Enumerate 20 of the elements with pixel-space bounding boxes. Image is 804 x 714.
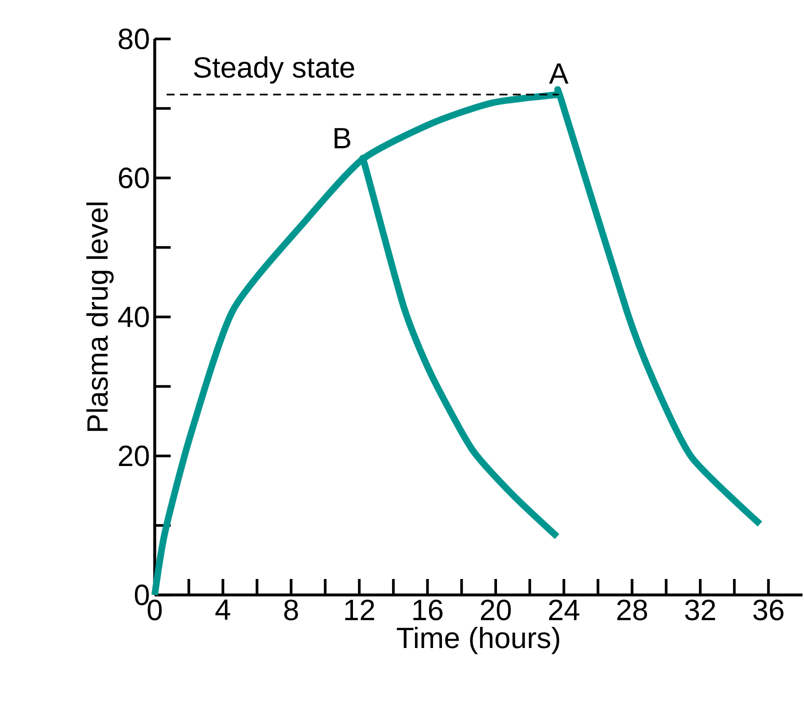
x-tick-label: 0 xyxy=(148,600,162,620)
y-tick-label: 20 xyxy=(118,446,149,466)
annotation: A xyxy=(549,64,568,84)
x-tick-label: 36 xyxy=(753,600,784,620)
x-tick-label: 28 xyxy=(617,600,648,620)
x-tick-label: 8 xyxy=(284,600,298,620)
x-tick-label: 24 xyxy=(549,600,580,620)
y-tick-label: 80 xyxy=(118,28,149,50)
x-axis-title: Time (hours) xyxy=(396,626,560,654)
x-tick-label: 32 xyxy=(685,600,716,620)
x-tick-label: 12 xyxy=(345,600,374,620)
y-tick-label: 40 xyxy=(118,306,149,328)
y-tick-label: 60 xyxy=(118,168,149,188)
x-tick-label: 16 xyxy=(413,600,442,620)
x-tick-label: 20 xyxy=(480,600,511,620)
annotation: B xyxy=(334,128,350,148)
x-tick-label: 4 xyxy=(215,600,230,620)
y-tick-label: 0 xyxy=(134,584,149,606)
y-axis-title: Plasma drug level xyxy=(86,202,114,432)
annotation: Steady state xyxy=(194,56,354,84)
